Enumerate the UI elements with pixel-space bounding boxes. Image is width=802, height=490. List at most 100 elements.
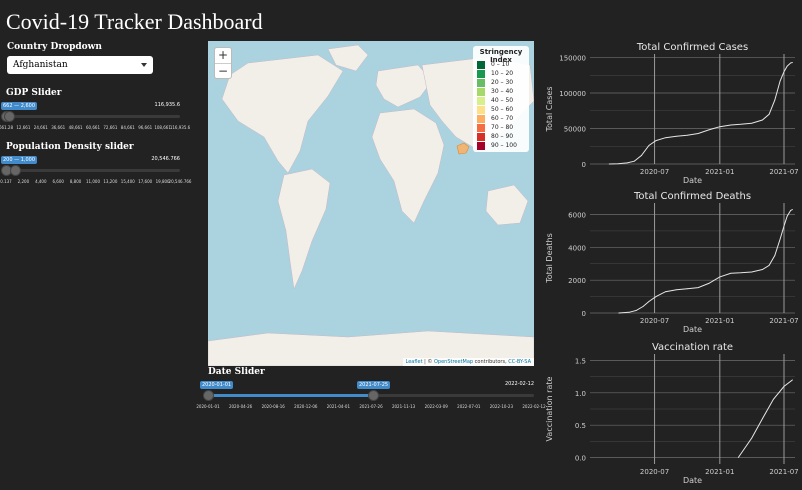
page-title: Covid-19 Tracker Dashboard (6, 9, 263, 34)
leaflet-link[interactable]: Leaflet (405, 359, 423, 365)
data-point (786, 215, 788, 217)
slider-tick-label: 2022-03-09 (424, 404, 448, 409)
landmass-north-america (221, 54, 344, 174)
slider-tick-label: 108,661 (154, 125, 171, 130)
x-axis-label: Date (683, 176, 702, 185)
slider-tick-label: 19,800 (155, 179, 170, 184)
stringency-map[interactable]: + − Stringency Index 0 – 10 10 – 20 20 – 3… (208, 41, 534, 366)
legend-swatch (477, 61, 485, 69)
slider-tick-label: 84,661 (120, 125, 135, 130)
data-point (792, 209, 793, 210)
gdp-slider-handle-high[interactable] (3, 111, 15, 122)
legend-item: 0 – 10 (477, 61, 509, 69)
legend-swatch (477, 97, 485, 105)
pop-density-slider-handle-high[interactable] (9, 165, 21, 176)
gdp-slider-ticks: 661.28 12,661 24,661 36,661 48,661 60,661 72,6… (0, 125, 190, 131)
zoom-in-button[interactable]: + (215, 48, 231, 64)
data-point (628, 311, 630, 313)
slider-tick-label: 60,661 (86, 125, 100, 130)
data-point (676, 135, 677, 137)
map-zoom-control: + − (214, 47, 232, 79)
series-line (737, 379, 793, 458)
plot-panel (590, 54, 795, 164)
landmass-europe (375, 64, 433, 108)
y-tick-label: 0.5 (575, 422, 586, 430)
data-point (686, 134, 688, 136)
x-tick-label: 2021-07 (769, 317, 798, 325)
x-tick-label: 2021-07 (769, 468, 798, 476)
pop-density-slider-track[interactable] (6, 169, 180, 172)
slider-tick-label: 96,661 (138, 125, 153, 130)
data-point (783, 225, 785, 227)
data-point (642, 306, 644, 307)
data-point (740, 123, 742, 125)
data-point (719, 126, 721, 128)
y-tick-label: 0 (582, 161, 586, 169)
zoom-out-button[interactable]: − (217, 64, 229, 78)
data-point (786, 65, 788, 67)
slider-tick-label: 4,400 (35, 179, 47, 184)
x-tick-label: 2021-01 (705, 317, 734, 325)
x-tick-label: 2020-07 (640, 317, 669, 325)
data-point (761, 269, 763, 270)
legend-item: 60 – 70 (477, 115, 513, 123)
date-slider[interactable]: 2020-01-01 2021-07-25 2022-02-12 2020-01… (196, 381, 546, 411)
country-dropdown[interactable]: Afghanistan (7, 56, 153, 74)
slider-tick-label: 2022-02-12 (522, 404, 546, 409)
slider-tick-label: 116,935.6 (169, 125, 191, 130)
slider-tick-label: 12,661 (16, 125, 31, 130)
osm-link[interactable]: OpenStreetMap (433, 359, 474, 365)
legend-item: 70 – 80 (477, 124, 513, 132)
pop-density-max-label: 20,546.766 (151, 156, 180, 162)
y-tick-label: 0 (582, 310, 586, 318)
data-point (772, 398, 774, 400)
confirmed-deaths-chart: 0 2000 4000 6000 2020-07 2021-01 2021-07 Total … (545, 191, 798, 334)
y-tick-label: 0.0 (575, 455, 586, 463)
legend-swatch (477, 106, 485, 114)
data-point (730, 272, 732, 274)
y-tick-label: 4000 (568, 244, 586, 252)
y-tick-label: 6000 (568, 211, 586, 219)
y-tick-label: 100000 (559, 90, 586, 98)
landmass-greenland (327, 44, 369, 72)
stringency-legend: Stringency Index 0 – 10 10 – 20 20 – 30 30 … (473, 46, 529, 152)
gdp-slider[interactable]: 662 — 2,600 116,935.6 661.28 12,661 24,661… (0, 102, 190, 132)
gdp-range-badge: 662 — 2,600 (1, 102, 38, 110)
landmass-australia (485, 184, 529, 226)
date-slider-handle-from[interactable] (203, 390, 214, 401)
pop-density-slider[interactable]: 200 — 1,000 20,546.766 0.137 2,200 4,400 6,… (0, 156, 191, 186)
slider-tick-label: 2020-01-01 (196, 404, 220, 409)
date-slider-range (208, 394, 373, 397)
y-tick-label: 2000 (568, 277, 586, 285)
data-point (633, 160, 635, 162)
legend-swatch (477, 142, 485, 150)
legend-item: 90 – 100 (477, 142, 517, 150)
data-point (719, 276, 721, 278)
country-dropdown-value: Afghanistan (13, 60, 68, 70)
data-point (635, 310, 637, 311)
legend-label: 0 – 10 (491, 61, 510, 68)
slider-tick-label: 48,661 (68, 125, 83, 130)
gdp-max-label: 116,935.6 (154, 102, 180, 108)
legend-label: 60 – 70 (491, 115, 514, 122)
data-point (626, 162, 628, 164)
slider-tick-label: 13,200 (103, 179, 118, 184)
slider-tick-label: 11,000 (86, 179, 100, 184)
legend-label: 90 – 100 (491, 142, 517, 149)
legend-item: 10 – 20 (477, 70, 513, 78)
y-tick-label: 1.0 (575, 390, 586, 398)
gdp-slider-track[interactable] (6, 115, 180, 118)
data-point (655, 296, 657, 297)
data-point (641, 155, 642, 156)
legend-item: 40 – 50 (477, 97, 513, 105)
legend-label: 30 – 40 (491, 88, 514, 95)
date-from-badge: 2020-01-01 (200, 381, 234, 389)
plot-panel (590, 203, 795, 313)
pop-density-slider-ticks: 0.137 2,200 4,400 6,600 8,800 11,000 13,200 15,… (0, 179, 191, 185)
license-link[interactable]: CC-BY-SA (508, 359, 531, 365)
legend-item: 80 – 90 (477, 133, 513, 141)
attribution-contrib: contributors, (473, 359, 509, 365)
slider-tick-label: 8,800 (69, 179, 82, 184)
slider-tick-label: 2021-11-13 (391, 404, 416, 409)
date-slider-handle-to[interactable] (367, 390, 379, 401)
